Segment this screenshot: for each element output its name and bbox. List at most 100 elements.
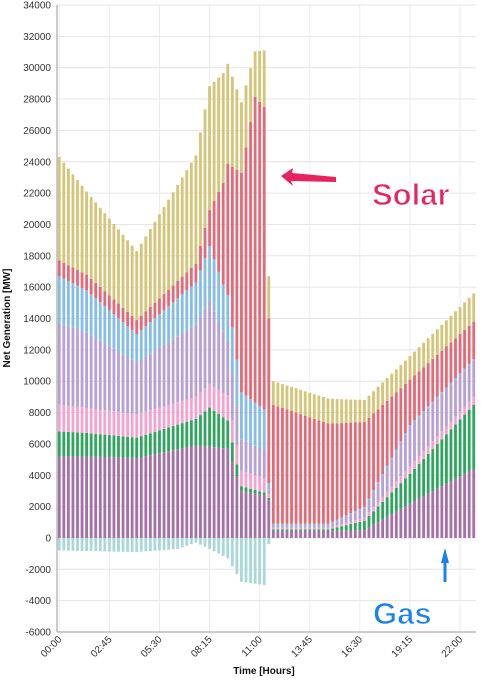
- bar-segment-top: [57, 157, 61, 261]
- bar-segment-blue: [281, 523, 284, 526]
- bar-segment-green: [226, 420, 230, 449]
- bar-segment-lavender: [76, 329, 79, 407]
- bar-segment-top: [107, 218, 111, 296]
- bar-segment-blue: [285, 523, 289, 526]
- bar-segment-lavender: [444, 389, 448, 427]
- bar-segment-lavender: [281, 525, 284, 528]
- bar-segment-green: [408, 473, 412, 504]
- bar-segment-solar: [367, 417, 371, 499]
- bar-segment-blue: [180, 294, 184, 334]
- bar-segment-top: [153, 221, 157, 303]
- bar-segment-gas: [117, 537, 120, 552]
- bar-segment-base: [212, 447, 216, 538]
- y-tick-label: 0: [45, 533, 51, 544]
- bar-segment-base: [467, 471, 471, 538]
- bar-segment-gas: [208, 537, 211, 549]
- bar-segment-pink: [426, 446, 430, 454]
- bar-segment-blue: [89, 294, 93, 336]
- bar-segment-top: [340, 399, 344, 424]
- bar-segment-top: [299, 389, 303, 415]
- bar-segment-green: [454, 424, 457, 479]
- bar-segment-top: [126, 240, 129, 312]
- bar-segment-gas: [199, 537, 202, 545]
- bar-segment-lavender: [121, 354, 125, 413]
- bar-segment-pink: [303, 527, 307, 530]
- bar-segment-base: [107, 457, 111, 538]
- bar-segment-solar: [171, 285, 175, 303]
- bar-segment-gas: [253, 537, 257, 584]
- bar-segment-solar: [80, 272, 84, 288]
- bar-segment-pink: [449, 421, 453, 430]
- bar-segment-top: [326, 398, 330, 424]
- bar-segment-pink: [249, 473, 252, 489]
- bar-segment-solar: [299, 414, 303, 524]
- y-axis-title: Net Generation [MW]: [2, 269, 13, 368]
- bar-segment-blue: [199, 270, 202, 317]
- bar-segment-green: [285, 529, 289, 531]
- bar-segment-pink: [80, 407, 84, 433]
- bar-segment-green: [335, 527, 339, 531]
- bar-segment-base: [171, 450, 175, 538]
- bar-segment-blue: [208, 246, 211, 302]
- x-axis: 00:00 02:45 05:30 08:15 11:00 13:45 16:30 19:15…: [39, 631, 476, 660]
- bar-segment-lavender: [148, 353, 152, 411]
- bar-segment-top: [290, 386, 293, 411]
- bar-segment-lavender: [312, 525, 316, 528]
- bar-segment-base: [404, 506, 407, 538]
- bar-segment-pink: [399, 476, 403, 484]
- bar-segment-solar: [413, 375, 416, 421]
- bar-segment-base: [153, 454, 157, 538]
- bar-segment-gas: [62, 537, 66, 551]
- bar-segment-solar: [203, 227, 207, 259]
- bar-segment-pink: [135, 414, 139, 438]
- bar-segment-base: [144, 456, 148, 538]
- bar-segment-blue: [303, 523, 307, 526]
- bar-segment-pink: [144, 411, 148, 435]
- bar-segment-blue: [376, 482, 380, 484]
- bar-segment-solar: [217, 191, 221, 272]
- bar-segment-base: [112, 457, 116, 538]
- bar-segment-green: [435, 444, 439, 489]
- bar-segment-green: [376, 506, 380, 523]
- solar-callout-label: Solar: [372, 177, 450, 212]
- bar-segment-lavender: [294, 525, 298, 528]
- bar-segment-lavender: [94, 338, 98, 409]
- bar-segment-gas: [212, 537, 216, 552]
- bar-segment-lavender: [240, 439, 243, 471]
- bar-segment-gas: [144, 537, 148, 552]
- bar-segment-pink: [408, 465, 412, 474]
- bar-segment-pink: [467, 401, 471, 410]
- bar-segment-green: [57, 431, 61, 457]
- bar-segment-top: [413, 351, 416, 376]
- bar-segment-base: [344, 530, 348, 538]
- bar-segment-base: [176, 449, 180, 538]
- bar-segment-base: [335, 530, 339, 538]
- bar-segment-blue: [408, 425, 412, 427]
- bar-segment-top: [62, 162, 66, 263]
- bar-segment-green: [349, 524, 353, 531]
- bar-segment-green: [340, 526, 344, 531]
- bar-segment-lavender: [267, 489, 271, 495]
- bar-segment-blue: [335, 519, 339, 522]
- bar-segment-green: [185, 421, 189, 448]
- bar-segment-lavender: [135, 362, 139, 415]
- bar-segment-solar: [167, 289, 170, 307]
- bar-segment-pink: [262, 478, 266, 493]
- bar-segment-top: [176, 184, 180, 281]
- bar-segment-pink: [276, 527, 280, 530]
- bar-segment-pink: [130, 413, 134, 438]
- bar-segment-green: [417, 463, 421, 499]
- bar-segment-solar: [290, 410, 293, 524]
- bar-segment-lavender: [285, 525, 289, 528]
- x-tick-label: 02:45: [89, 634, 115, 660]
- bar-segment-blue: [148, 322, 152, 354]
- bar-segment-lavender: [194, 324, 198, 397]
- bar-segment-top: [85, 191, 89, 275]
- bar-segment-top: [463, 302, 467, 330]
- bar-segment-blue: [217, 271, 221, 322]
- bar-segment-base: [271, 530, 275, 538]
- y-tick-label: 32000: [23, 32, 51, 43]
- bar-segment-green: [176, 424, 180, 450]
- bar-segment-blue: [139, 330, 143, 360]
- bar-segment-gas: [221, 537, 225, 556]
